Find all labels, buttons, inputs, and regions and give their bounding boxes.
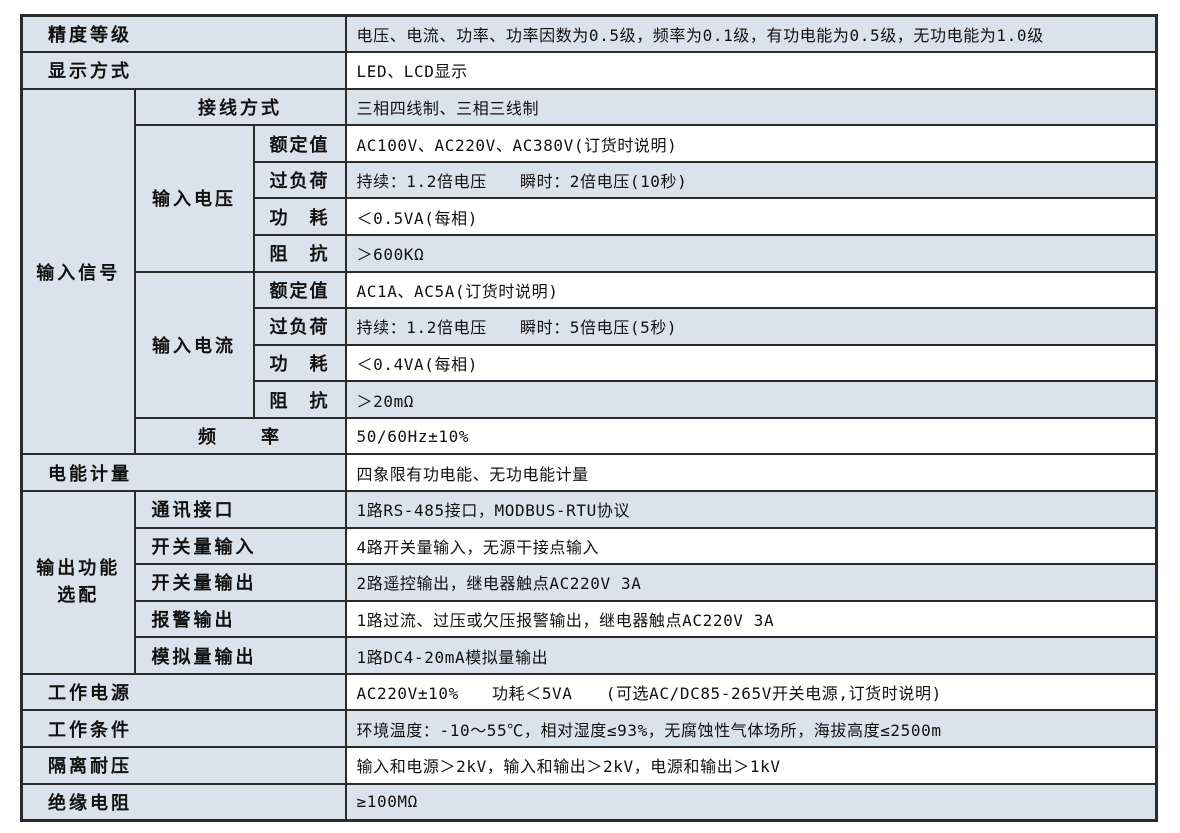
- row-label: 频 率: [133, 416, 347, 456]
- table-row: 阻 抗 ＞20mΩ: [22, 380, 1158, 419]
- row-value: 1路过流、过压或欠压报警输出，继电器触点AC220V 3A: [344, 599, 1158, 639]
- spec-sheet: 精度等级 电压、电流、功率、功率因数为0.5级，频率为0.1级，有功电能为0.5…: [20, 14, 1158, 822]
- row-value: 输入和电源＞2kV，输入和输出＞2kV，电源和输出＞1kV: [344, 746, 1158, 785]
- row-value: ＜0.4VA(每相): [344, 343, 1158, 383]
- row-label: 额定值: [252, 270, 347, 310]
- spec-table: 精度等级 电压、电流、功率、功率因数为0.5级，频率为0.1级，有功电能为0.5…: [20, 14, 1158, 822]
- table-row: 显示方式 LED、LCD显示: [20, 51, 1158, 90]
- table-row: 精度等级 电压、电流、功率、功率因数为0.5级，频率为0.1级，有功电能为0.5…: [20, 14, 1158, 54]
- row-label: 开关量输入: [133, 526, 347, 566]
- row-label: 过负荷: [252, 160, 347, 200]
- group-label-input-current: 输入电流: [133, 270, 255, 419]
- table-row: 绝缘电阻 ≥100MΩ: [20, 782, 1158, 822]
- row-label: 绝缘电阻: [20, 782, 347, 822]
- table-row: 功 耗 ＜0.5VA(每相): [22, 197, 1158, 236]
- group-label-input-signal: 输入信号: [20, 87, 136, 456]
- row-value: ＞20mΩ: [344, 380, 1158, 419]
- table-row: 开关量输入 4路开关量输入，无源干接点输入: [22, 526, 1158, 566]
- table-row: 输出功能 选配 通讯接口 1路RS-485接口，MODBUS-RTU协议: [20, 490, 1158, 675]
- row-label: 功 耗: [252, 343, 347, 383]
- table-row: 开关量输出 2路遥控输出，继电器触点AC220V 3A: [22, 563, 1158, 602]
- row-label: 阻 抗: [252, 380, 347, 419]
- row-label: 工作电源: [20, 672, 347, 712]
- row-value: AC220V±10% 功耗＜5VA (可选AC/DC85-265V开关电源,订货…: [344, 672, 1158, 712]
- row-value: 环境温度：-10～55℃，相对湿度≤93%，无腐蚀性气体场所，海拔高度≤2500…: [344, 709, 1158, 749]
- table-row: 模拟量输出 1路DC4-20mA模拟量输出: [22, 636, 1158, 675]
- group-label-line: 输出功能: [36, 558, 121, 579]
- table-row: 工作条件 环境温度：-10～55℃，相对湿度≤93%，无腐蚀性气体场所，海拔高度…: [20, 709, 1158, 749]
- row-value: 电压、电流、功率、功率因数为0.5级，频率为0.1级，有功电能为0.5级，无功电…: [344, 14, 1158, 54]
- row-value: ＜0.5VA(每相): [344, 197, 1158, 236]
- table-row: 输入信号 接线方式 三相四线制、三相三线制: [20, 87, 1158, 456]
- row-label: 额定值: [252, 124, 347, 163]
- group-label-line: 选配: [57, 585, 100, 606]
- table-row: 工作电源 AC220V±10% 功耗＜5VA (可选AC/DC85-265V开关…: [20, 672, 1158, 712]
- row-label: 电能计量: [20, 453, 347, 493]
- group-label-output-select: 输出功能 选配: [20, 490, 136, 675]
- table-row: 电能计量 四象限有功电能、无功电能计量: [20, 453, 1158, 493]
- row-label: 接线方式: [133, 87, 347, 127]
- table-row: 隔离耐压 输入和电源＞2kV，输入和输出＞2kV，电源和输出＞1kV: [20, 746, 1158, 785]
- row-label: 精度等级: [20, 14, 347, 54]
- row-value: 1路DC4-20mA模拟量输出: [344, 636, 1158, 675]
- table-row: 过负荷 持续：1.2倍电压 瞬时：2倍电压(10秒): [22, 160, 1158, 200]
- table-row: 频 率 50/60Hz±10%: [22, 416, 1158, 456]
- row-label: 通讯接口: [133, 490, 347, 529]
- row-label: 开关量输出: [133, 563, 347, 602]
- table-row: 输入电流 额定值 AC1A、AC5A(订货时说明): [22, 270, 1158, 419]
- table-row: 过负荷 持续：1.2倍电压 瞬时：5倍电压(5秒): [22, 307, 1158, 346]
- row-label: 隔离耐压: [20, 746, 347, 785]
- table-row: 输入电压 额定值 AC100V、AC220V、AC380V(订货时说明): [22, 124, 1158, 273]
- row-label: 功 耗: [252, 197, 347, 236]
- group-label-input-voltage: 输入电压: [133, 124, 255, 273]
- row-value: 持续：1.2倍电压 瞬时：5倍电压(5秒): [344, 307, 1158, 346]
- row-value: 持续：1.2倍电压 瞬时：2倍电压(10秒): [344, 160, 1158, 200]
- row-label: 显示方式: [20, 51, 347, 90]
- row-label: 工作条件: [20, 709, 347, 749]
- row-label: 模拟量输出: [133, 636, 347, 675]
- table-row: 阻 抗 ＞600KΩ: [22, 233, 1158, 273]
- row-label: 过负荷: [252, 307, 347, 346]
- row-label: 报警输出: [133, 599, 347, 639]
- row-value: LED、LCD显示: [344, 51, 1158, 90]
- row-value: 三相四线制、三相三线制: [344, 87, 1158, 127]
- row-value: 1路RS-485接口，MODBUS-RTU协议: [344, 490, 1158, 529]
- table-row: 报警输出 1路过流、过压或欠压报警输出，继电器触点AC220V 3A: [22, 599, 1158, 639]
- table-row: 功 耗 ＜0.4VA(每相): [22, 343, 1158, 383]
- row-value: ＞600KΩ: [344, 233, 1158, 273]
- row-value: ≥100MΩ: [344, 782, 1158, 822]
- row-value: 2路遥控输出，继电器触点AC220V 3A: [344, 563, 1158, 602]
- row-value: 4路开关量输入，无源干接点输入: [344, 526, 1158, 566]
- row-value: AC1A、AC5A(订货时说明): [344, 270, 1158, 310]
- row-value: AC100V、AC220V、AC380V(订货时说明): [344, 124, 1158, 163]
- row-value: 50/60Hz±10%: [344, 416, 1158, 456]
- row-value: 四象限有功电能、无功电能计量: [344, 453, 1158, 493]
- row-label: 阻 抗: [252, 233, 347, 273]
